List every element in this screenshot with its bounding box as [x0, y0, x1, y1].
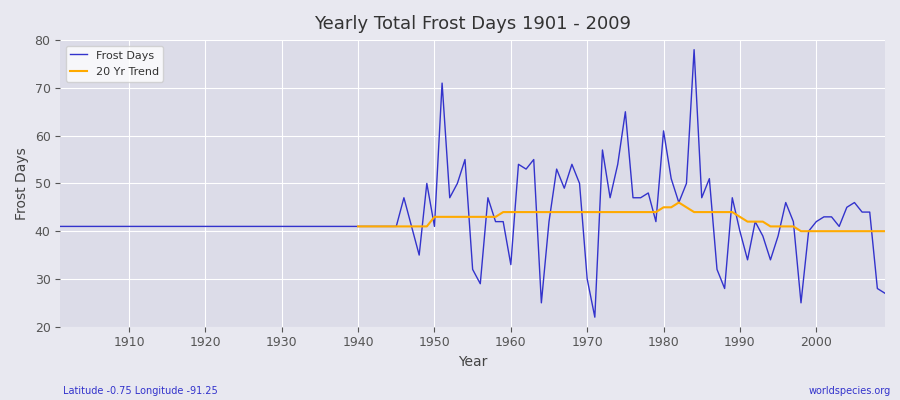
Frost Days — [329, 224, 340, 229]
Frost Days — [116, 224, 127, 229]
Line: 20 Yr Trend: 20 Yr Trend — [358, 202, 885, 231]
20 Yr Trend — [475, 214, 486, 219]
Frost Days — [688, 47, 699, 52]
Y-axis label: Frost Days: Frost Days — [15, 147, 29, 220]
20 Yr Trend — [513, 210, 524, 214]
20 Yr Trend — [879, 229, 890, 234]
Line: Frost Days: Frost Days — [60, 50, 885, 317]
20 Yr Trend — [818, 229, 829, 234]
20 Yr Trend — [643, 210, 653, 214]
X-axis label: Year: Year — [458, 355, 487, 369]
Frost Days — [498, 219, 508, 224]
Frost Days — [55, 224, 66, 229]
Frost Days — [590, 315, 600, 320]
Text: Latitude -0.75 Longitude -91.25: Latitude -0.75 Longitude -91.25 — [63, 386, 218, 396]
Title: Yearly Total Frost Days 1901 - 2009: Yearly Total Frost Days 1901 - 2009 — [314, 15, 631, 33]
Text: worldspecies.org: worldspecies.org — [809, 386, 891, 396]
20 Yr Trend — [574, 210, 585, 214]
Frost Days — [605, 195, 616, 200]
Frost Days — [506, 262, 517, 267]
20 Yr Trend — [673, 200, 684, 205]
20 Yr Trend — [353, 224, 364, 229]
20 Yr Trend — [421, 224, 432, 229]
Frost Days — [284, 224, 295, 229]
Frost Days — [879, 291, 890, 296]
20 Yr Trend — [796, 229, 806, 234]
Legend: Frost Days, 20 Yr Trend: Frost Days, 20 Yr Trend — [66, 46, 164, 82]
